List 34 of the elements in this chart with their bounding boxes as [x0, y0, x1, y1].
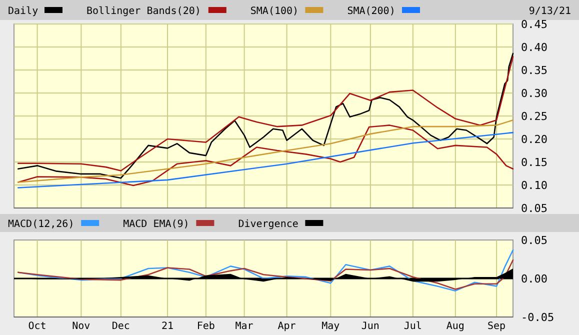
legend-label: Bollinger Bands(20) [86, 6, 201, 17]
y-tick-label: 0.00 [521, 272, 548, 286]
y-tick-label: 0.25 [521, 110, 548, 123]
y-tick-label: -0.05 [521, 311, 554, 324]
x-tick-label: Jul [404, 321, 422, 332]
legend-label: SMA(100) [250, 6, 299, 17]
y-tick-label: 0.45 [521, 18, 548, 31]
y-tick-label: 0.40 [521, 41, 548, 54]
x-tick-label: Sep [488, 321, 506, 332]
legend-label: Daily [8, 6, 38, 17]
x-tick-label: Apr [278, 321, 296, 332]
legend-label: SMA(200) [347, 6, 396, 17]
y-tick-label: 0.05 [521, 234, 548, 247]
legend-label: Divergence [238, 219, 298, 230]
line-series [17, 259, 514, 290]
x-tick-label: 21 [162, 321, 174, 332]
y-tick-label: 0.15 [521, 156, 548, 169]
x-tick-label: Feb [196, 321, 215, 332]
x-tick-label: May [322, 321, 340, 332]
line-series [17, 249, 514, 292]
legend-label: MACD(12,26) [8, 219, 74, 230]
x-tick-label: Oct [28, 321, 46, 332]
x-tick-label: Mar [235, 321, 254, 332]
y-tick-label: 0.10 [521, 179, 548, 192]
x-tick-label: Nov [72, 321, 90, 332]
x-tick-label: Jun [361, 321, 380, 332]
y-tick-label: 0.05 [521, 202, 548, 215]
x-tick-label: Aug [446, 321, 464, 332]
x-tick-label: Dec [112, 321, 130, 332]
text: 9/13/21 [528, 6, 571, 17]
y-tick-label: 0.30 [521, 87, 548, 100]
legend-label: MACD EMA(9) [123, 219, 190, 230]
y-tick-label: 0.35 [521, 64, 548, 77]
y-tick-label: 0.20 [521, 133, 548, 146]
